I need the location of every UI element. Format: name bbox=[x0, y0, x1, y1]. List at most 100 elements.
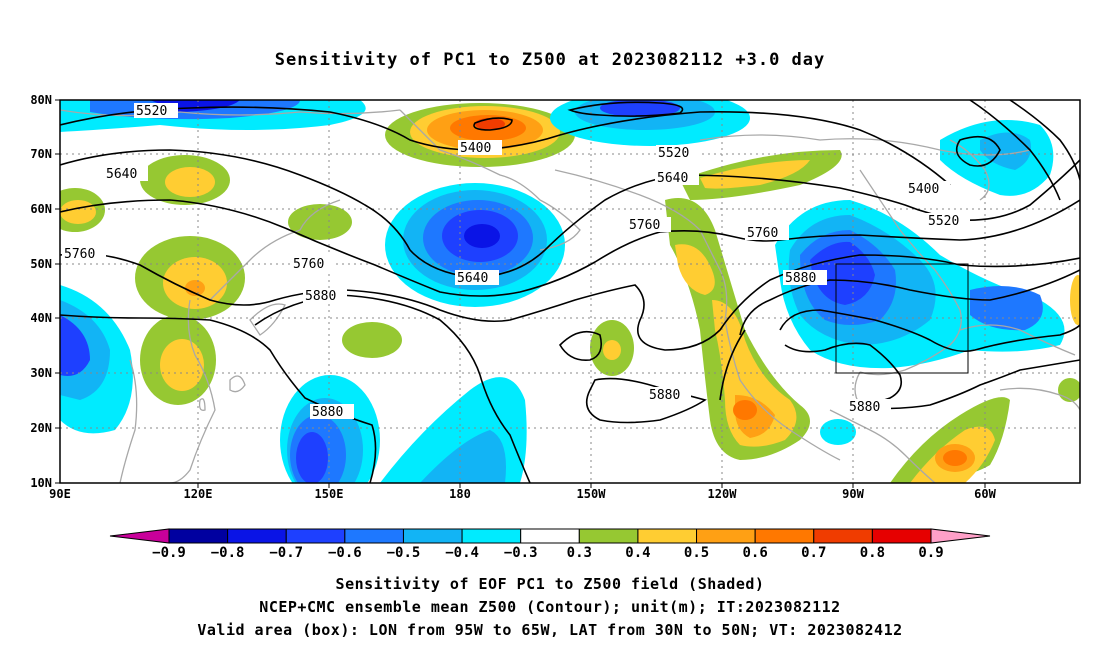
valid-area-box bbox=[835, 263, 969, 374]
lat-label: 40N bbox=[30, 311, 52, 325]
colorbar-label: −0.9 bbox=[152, 545, 186, 561]
colorbar-segment bbox=[168, 528, 229, 544]
shade-region bbox=[675, 244, 715, 295]
shade-region bbox=[810, 241, 875, 305]
shade-region bbox=[820, 419, 856, 445]
contour-label: 5520 bbox=[136, 104, 167, 119]
shade-region bbox=[342, 322, 402, 358]
colorbar-segment bbox=[227, 528, 287, 544]
colorbar-label: −0.6 bbox=[328, 545, 362, 561]
coastline bbox=[949, 139, 990, 201]
coastline bbox=[119, 359, 138, 483]
lon-label: 120W bbox=[708, 487, 738, 501]
shade-region bbox=[420, 430, 506, 483]
contour-label: 5520 bbox=[658, 146, 689, 161]
sensitivity-shading bbox=[60, 100, 1080, 483]
contour-line bbox=[60, 314, 377, 483]
lon-labels: 90E 120E 150E 180 150W 120W 90W 60W bbox=[49, 487, 996, 501]
contour-label: 5880 bbox=[312, 405, 343, 420]
colorbar-label: 0.5 bbox=[684, 545, 709, 561]
colorbar-segment bbox=[520, 528, 580, 544]
contour-line bbox=[969, 100, 1061, 201]
lat-label: 30N bbox=[30, 366, 52, 380]
contour-label: 5880 bbox=[649, 388, 680, 403]
contour-line bbox=[567, 101, 684, 117]
colorbar-labels: −0.9 −0.8 −0.7 −0.6 −0.5 −0.4 −0.3 0.3 0.4 0.5 0.6… bbox=[152, 545, 944, 561]
coastline bbox=[554, 169, 841, 461]
contour-label: 5880 bbox=[785, 271, 816, 286]
colorbar-label: −0.3 bbox=[504, 545, 538, 561]
contour-line bbox=[585, 377, 707, 424]
colorbar-label: −0.4 bbox=[445, 545, 479, 561]
coastline bbox=[169, 299, 216, 483]
contour-label: 5640 bbox=[657, 171, 688, 186]
contour-line bbox=[719, 329, 746, 401]
colorbar-label: −0.5 bbox=[387, 545, 421, 561]
contour-line bbox=[739, 269, 1080, 336]
contour-line bbox=[1009, 100, 1080, 181]
colorbar-label: 0.3 bbox=[567, 545, 592, 561]
colorbar-low-triangle bbox=[109, 528, 170, 544]
contour-line bbox=[60, 252, 1080, 351]
coastline bbox=[959, 324, 1076, 356]
colorbar-segment bbox=[813, 528, 873, 544]
contour-label: 5880 bbox=[849, 400, 880, 415]
contour-line bbox=[859, 359, 1080, 410]
coastline bbox=[999, 387, 1080, 411]
caption-shading: Sensitivity of EOF PC1 to Z500 field (Sh… bbox=[335, 575, 765, 593]
colorbar-segment bbox=[285, 528, 346, 544]
axis-ticks bbox=[55, 99, 986, 488]
contour-label: 5400 bbox=[908, 182, 939, 197]
lat-label: 50N bbox=[30, 257, 52, 271]
lon-label: 60W bbox=[974, 487, 996, 501]
shade-region bbox=[160, 339, 204, 391]
colorbar-label: 0.9 bbox=[918, 545, 943, 561]
contour-label: 5400 bbox=[460, 141, 491, 156]
shade-region bbox=[603, 340, 621, 360]
shade-region bbox=[970, 286, 1043, 331]
shade-region bbox=[733, 400, 757, 420]
contour-line bbox=[779, 309, 1080, 353]
lon-label: 150W bbox=[577, 487, 607, 501]
lat-label: 80N bbox=[30, 93, 52, 107]
contour-label: 5760 bbox=[747, 226, 778, 241]
colorbar-segment bbox=[637, 528, 698, 544]
contour-line bbox=[473, 117, 513, 131]
shade-region bbox=[700, 160, 810, 189]
shade-region bbox=[185, 280, 205, 296]
colorbar-segment bbox=[578, 528, 639, 544]
contour-label: 5760 bbox=[293, 257, 324, 272]
contour-label: 5880 bbox=[305, 289, 336, 304]
shade-region bbox=[60, 315, 90, 376]
contour-line bbox=[60, 199, 1080, 297]
colorbar-label: 0.8 bbox=[860, 545, 885, 561]
shade-region bbox=[296, 432, 328, 483]
colorbar-label: 0.6 bbox=[743, 545, 768, 561]
shade-region bbox=[600, 100, 680, 117]
caption-valid-area: Valid area (box): LON from 95W to 65W, L… bbox=[197, 621, 903, 639]
coastline bbox=[229, 375, 246, 393]
shade-region bbox=[60, 200, 96, 224]
colorbar: −0.9 −0.8 −0.7 −0.6 −0.5 −0.4 −0.3 0.3 0.4 0.5 0.6… bbox=[109, 528, 991, 561]
lat-label: 70N bbox=[30, 147, 52, 161]
lon-label: 180 bbox=[449, 487, 471, 501]
coastline bbox=[859, 169, 936, 271]
contour-label: 5520 bbox=[928, 214, 959, 229]
colorbar-label: 0.4 bbox=[625, 545, 650, 561]
colorbar-label: 0.7 bbox=[801, 545, 826, 561]
lon-label: 120E bbox=[184, 487, 213, 501]
colorbar-label: −0.7 bbox=[269, 545, 303, 561]
contour-label: 5760 bbox=[629, 218, 660, 233]
map-frame bbox=[59, 99, 1081, 484]
colorbar-segment bbox=[344, 528, 404, 544]
contour-line bbox=[558, 330, 603, 362]
lon-label: 90E bbox=[49, 487, 71, 501]
colorbar-segment bbox=[696, 528, 756, 544]
shade-region bbox=[1058, 378, 1080, 402]
contour-label: 5640 bbox=[106, 167, 137, 182]
contour-label: 5760 bbox=[64, 247, 95, 262]
lat-label: 60N bbox=[30, 202, 52, 216]
colorbar-segments bbox=[168, 528, 932, 544]
shade-region bbox=[165, 167, 215, 197]
